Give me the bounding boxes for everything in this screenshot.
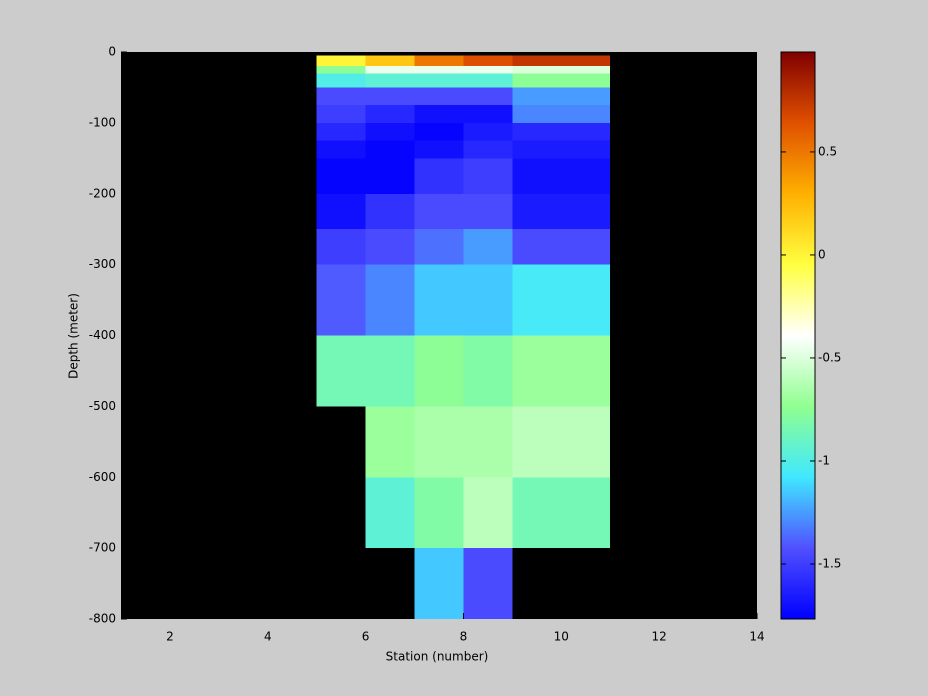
x-axis-label: Station (number) <box>386 650 489 664</box>
heatmap-cell <box>512 406 611 478</box>
heatmap-cell <box>365 264 415 336</box>
heatmap-cell <box>512 193 611 230</box>
heatmap-cell <box>414 87 464 106</box>
heatmap-cell <box>463 158 513 194</box>
y-tick-label: -200 <box>89 186 116 200</box>
heatmap-cell <box>365 406 415 478</box>
heatmap-cell <box>365 229 415 265</box>
colorbar-tick-label: 0 <box>818 247 826 261</box>
heatmap-cell <box>316 335 366 407</box>
heatmap-cell <box>414 122 464 141</box>
heatmap-cell <box>365 477 415 549</box>
heatmap-cell <box>365 73 415 88</box>
x-tick-label: 6 <box>362 630 370 644</box>
heatmap-cell <box>316 66 366 74</box>
heatmap-cell <box>512 73 611 88</box>
heatmap-cell <box>414 406 464 478</box>
heatmap-cell <box>463 406 513 478</box>
heatmap-cell <box>414 140 464 159</box>
heatmap-cell <box>414 477 464 549</box>
heatmap-cell <box>414 193 464 230</box>
heatmap-cell <box>414 66 464 74</box>
y-tick-label: 0 <box>108 45 116 59</box>
heatmap-cell <box>365 335 415 407</box>
heatmap-cell <box>414 55 464 67</box>
heatmap-cell <box>316 158 366 194</box>
y-tick-label: -300 <box>89 257 116 271</box>
heatmap-cell <box>316 87 366 106</box>
heatmap-cell <box>463 73 513 88</box>
heatmap-cell <box>365 87 415 106</box>
heatmap-cell <box>365 140 415 159</box>
colorbar <box>780 51 816 620</box>
x-tick-label: 14 <box>749 630 764 644</box>
heatmap-cell <box>512 66 611 74</box>
heatmap-cell <box>414 264 464 336</box>
colorbar-tick-label: -0.5 <box>818 350 841 364</box>
heatmap-cell <box>512 477 611 549</box>
heatmap-cell <box>365 55 415 67</box>
heatmap-cell <box>316 140 366 159</box>
heatmap-cell <box>512 122 611 141</box>
heatmap-cell <box>512 105 611 123</box>
heatmap-cell <box>365 122 415 141</box>
heatmap-cell <box>512 158 611 194</box>
y-tick-label: -500 <box>89 399 116 413</box>
heatmap-cell <box>414 548 464 619</box>
heatmap-cell <box>414 229 464 265</box>
heatmap-cell <box>365 105 415 123</box>
heatmap-cell <box>316 105 366 123</box>
y-tick-label: -100 <box>89 115 116 129</box>
heatmap-cell <box>316 264 366 336</box>
heatmap-cell <box>512 55 611 67</box>
heatmap-cell <box>463 66 513 74</box>
heatmap-cell <box>463 477 513 549</box>
heatmap-cell <box>316 55 366 67</box>
heatmap-cell <box>365 66 415 74</box>
heatmap-cell <box>512 87 611 106</box>
heatmap-cell <box>512 229 611 265</box>
heatmap-cell <box>512 335 611 407</box>
heatmap-cell <box>414 335 464 407</box>
y-tick-label: -700 <box>89 541 116 555</box>
x-tick-label: 4 <box>264 630 272 644</box>
x-tick-label: 10 <box>554 630 569 644</box>
y-tick-label: -600 <box>89 470 116 484</box>
heatmap-cell <box>463 87 513 106</box>
heatmap-cell <box>365 158 415 194</box>
heatmap-cell <box>365 193 415 230</box>
heatmap-cell <box>463 140 513 159</box>
heatmap-cell <box>463 193 513 230</box>
heatmap-cell <box>316 229 366 265</box>
heatmap-cell <box>414 105 464 123</box>
colorbar-tick-label: 0.5 <box>818 144 837 158</box>
heatmap-cell <box>463 335 513 407</box>
colorbar-tick-label: -1.5 <box>818 556 841 570</box>
heatmap-cell <box>463 55 513 67</box>
colorbar-tick-label: -1 <box>818 453 830 467</box>
heatmap-cell <box>316 122 366 141</box>
heatmap-cell <box>463 105 513 123</box>
x-tick-label: 2 <box>166 630 174 644</box>
y-axis-label: Depth (meter) <box>67 293 81 379</box>
heatmap-cell <box>463 229 513 265</box>
heatmap-cell <box>463 548 513 619</box>
heatmap-cell <box>512 140 611 159</box>
x-tick-label: 8 <box>460 630 468 644</box>
heatmap-cell <box>463 264 513 336</box>
heatmap-cell <box>316 193 366 230</box>
heatmap-cell <box>414 73 464 88</box>
x-tick-label: 12 <box>652 630 667 644</box>
heatmap-cell <box>512 264 611 336</box>
heatmap-cell <box>316 73 366 88</box>
y-tick-label: -800 <box>89 612 116 626</box>
y-tick-label: -400 <box>89 328 116 342</box>
heatmap-cell <box>463 122 513 141</box>
heatmap-cell <box>414 158 464 194</box>
